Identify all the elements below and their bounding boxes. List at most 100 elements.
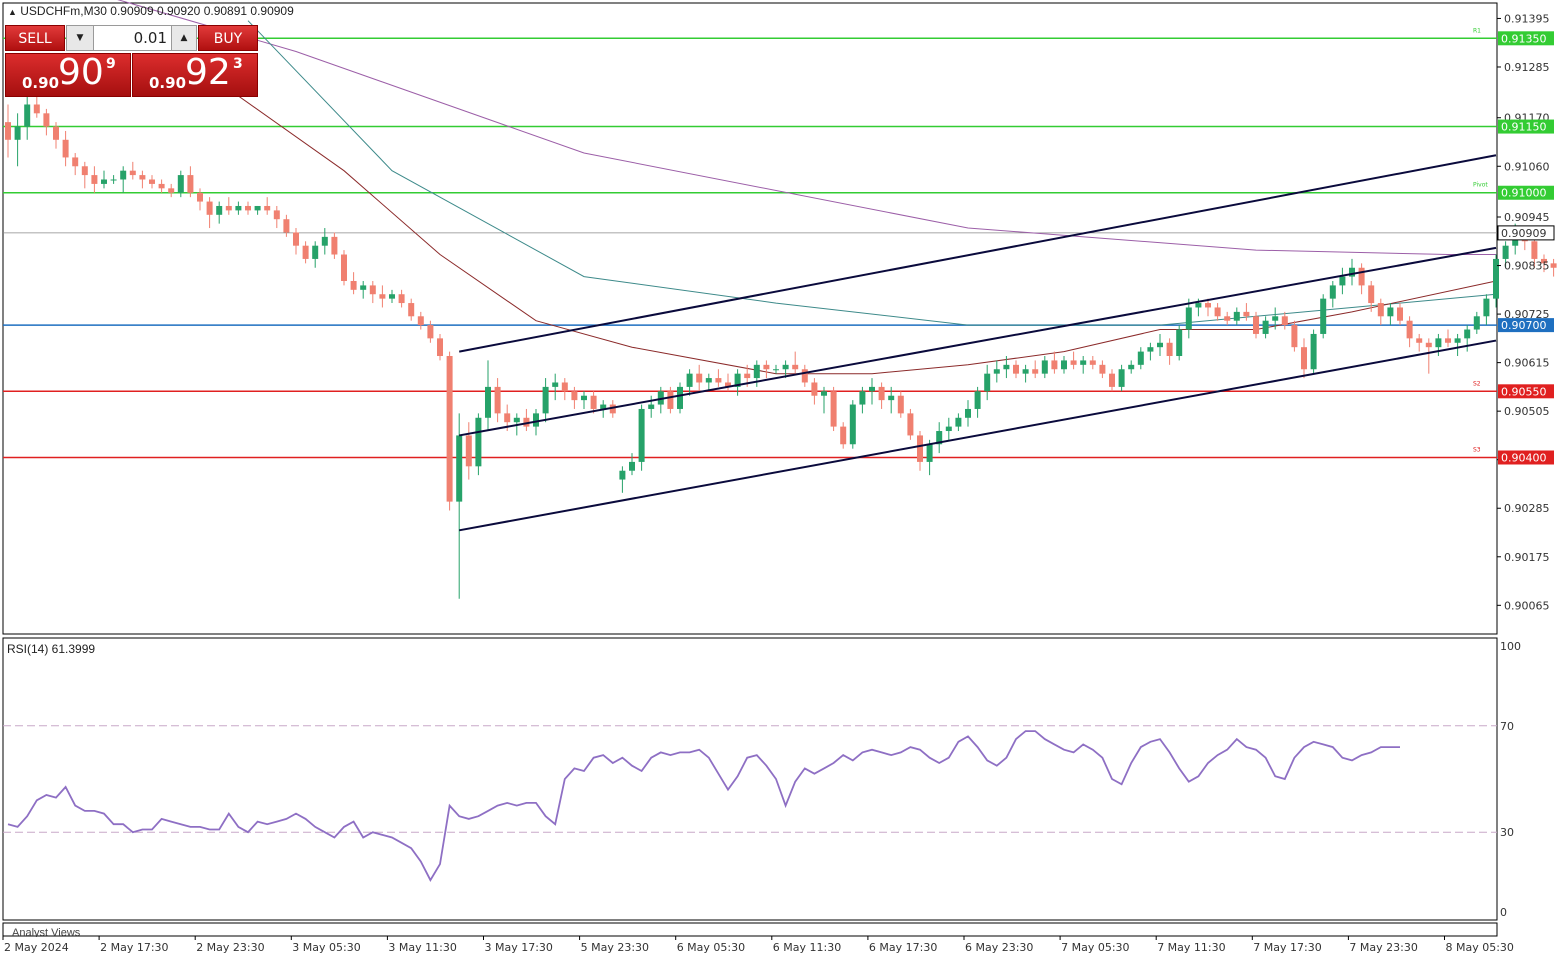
channel-line[interactable] — [459, 246, 1497, 437]
sell-price-big: 90 — [58, 52, 104, 93]
candle-body — [1032, 369, 1039, 374]
candle-body — [859, 391, 866, 405]
level-price-label: 0.90400 — [1501, 451, 1547, 464]
candle-body — [869, 386, 875, 392]
moving-average-line — [117, 0, 1496, 255]
candle-body — [763, 364, 770, 370]
candle-body — [600, 404, 607, 409]
candle-body — [734, 373, 741, 387]
candle-body — [485, 386, 491, 418]
channel-line[interactable] — [459, 339, 1497, 532]
candle-body — [513, 417, 520, 423]
sell-price-sup: 9 — [106, 56, 116, 72]
trade-panel: SELL ▼ 0.01 ▲ BUY 0.90 90 9 0.90 92 3 — [5, 25, 258, 97]
rsi-panel-border — [2, 637, 1498, 921]
chevron-down-icon[interactable]: ▼ — [67, 26, 94, 50]
price-axis: 0.913950.912850.911700.910600.909450.908… — [1497, 12, 1555, 612]
time-tick-label: 3 May 11:30 — [388, 941, 456, 954]
candle-body — [398, 294, 405, 304]
horizontal-levels: R1 Pivot S2 S3 — [3, 27, 1497, 459]
candle-body — [1329, 285, 1336, 299]
rsi-tick-label: 0 — [1500, 906, 1507, 919]
candle-body — [1137, 351, 1144, 365]
candle-body — [629, 461, 635, 471]
channel-line[interactable] — [459, 154, 1497, 353]
level-price-tag — [1498, 119, 1554, 134]
candle-body — [350, 280, 357, 290]
level-price-label: 0.91000 — [1501, 187, 1547, 200]
candle-body — [1483, 298, 1490, 317]
volume-input[interactable]: 0.01 — [133, 29, 167, 47]
candle-body — [1089, 360, 1096, 365]
sell-price-button[interactable]: 0.90 90 9 — [5, 52, 131, 97]
candle-body — [1041, 360, 1048, 374]
chart-frame — [2, 2, 1498, 937]
candle-body — [245, 205, 251, 211]
candle-body — [408, 303, 415, 317]
analyst-views-label: Analyst Views — [12, 927, 81, 937]
level-tag: S2 — [1473, 380, 1481, 387]
candle-body — [725, 382, 731, 387]
time-tick-label: 3 May 05:30 — [292, 941, 360, 954]
rsi-tick-label: 30 — [1500, 826, 1514, 839]
candle-body — [1502, 245, 1509, 259]
sell-button[interactable]: SELL — [5, 25, 65, 51]
candle-body — [129, 170, 136, 176]
price-tick-label: 0.91060 — [1504, 160, 1550, 173]
candle-body — [331, 236, 338, 255]
price-tick-label: 0.91395 — [1504, 12, 1550, 25]
level-price-tag — [1498, 384, 1554, 399]
candle-body — [1339, 276, 1346, 286]
buy-price-prefix: 0.90 — [149, 74, 187, 92]
candle-body — [379, 294, 386, 299]
candle-body — [110, 179, 117, 181]
candle-body — [139, 175, 146, 180]
volume-stepper[interactable]: ▼ 0.01 ▲ — [66, 25, 197, 51]
candle-body — [14, 126, 21, 140]
candle-body — [811, 382, 818, 396]
moving-average-line — [247, 20, 1497, 326]
candle-body — [1166, 342, 1173, 357]
price-tick-label: 0.90945 — [1504, 211, 1550, 224]
candle-body — [456, 435, 463, 502]
candle-body — [830, 391, 837, 427]
candle-body — [1291, 325, 1298, 348]
chevron-up-icon[interactable]: ▲ — [171, 26, 196, 50]
candle-body — [312, 245, 319, 259]
candle-body — [120, 170, 127, 180]
price-tick-label: 0.90835 — [1504, 260, 1550, 273]
candle-body — [1464, 329, 1471, 339]
time-tick-label: 2 May 23:30 — [196, 941, 264, 954]
candle-body — [5, 122, 11, 140]
candle-body — [590, 395, 597, 409]
level-price-label: 0.91150 — [1501, 121, 1547, 134]
sell-price-prefix: 0.90 — [22, 74, 60, 92]
buy-button[interactable]: BUY — [198, 25, 258, 51]
candle-body — [1281, 316, 1288, 326]
candle-body — [465, 435, 472, 467]
candle-body — [609, 404, 616, 414]
candle-body — [1349, 267, 1355, 277]
time-tick-label: 6 May 11:30 — [773, 941, 841, 954]
candle-body — [1406, 320, 1413, 339]
candle-body — [1435, 338, 1442, 348]
buy-price-button[interactable]: 0.90 92 3 — [132, 52, 258, 97]
candle-body — [72, 157, 79, 167]
candle-body — [504, 413, 511, 423]
candle-body — [974, 391, 981, 409]
candle-body — [235, 205, 242, 211]
rsi-panel: 100 70 30 0 — [3, 640, 1521, 919]
candle-body — [197, 192, 203, 202]
candle-body — [1358, 267, 1365, 286]
candle-body — [1176, 329, 1183, 357]
sell-label: SELL — [18, 31, 52, 47]
candle-body — [792, 364, 799, 370]
candle-body — [619, 470, 626, 480]
candle-body — [955, 417, 962, 427]
candle-body — [369, 285, 376, 295]
price-tick-label: 0.90285 — [1504, 502, 1550, 515]
level-price-tag — [1498, 31, 1554, 46]
rsi-tick-label: 70 — [1500, 720, 1514, 733]
candle-body — [984, 373, 991, 392]
